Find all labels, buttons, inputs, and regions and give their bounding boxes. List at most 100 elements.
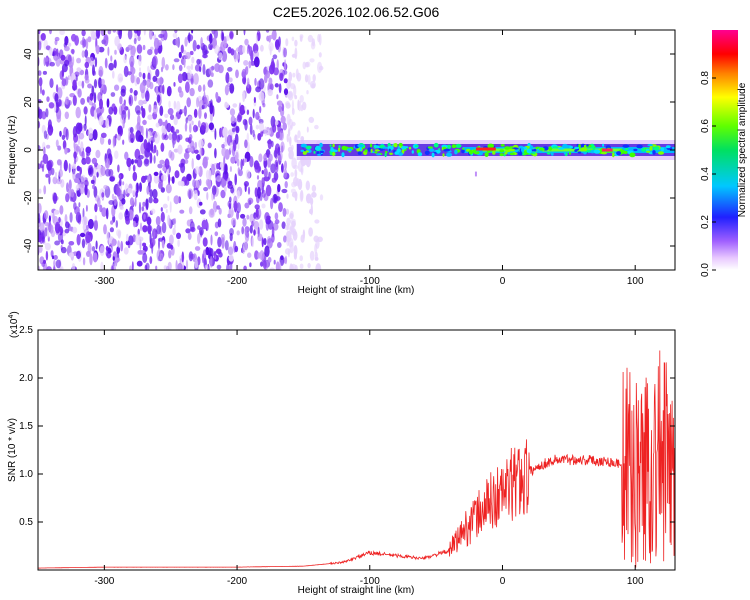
signal-speckle	[374, 149, 381, 152]
noise-speckle	[123, 55, 128, 64]
noise-speckle	[129, 87, 133, 94]
noise-speckle	[191, 158, 194, 170]
noise-speckle	[230, 186, 235, 194]
noise-speckle	[38, 234, 43, 243]
signal-speckle	[550, 151, 554, 156]
noise-speckle	[267, 138, 272, 150]
noise-speckle	[54, 101, 57, 113]
noise-speckle	[194, 246, 201, 251]
noise-speckle	[218, 52, 223, 60]
snr-panel: -300 -200 -100 0 100 0.5 1.0 1.5 2.0 2.5 (x104) H…	[7, 311, 676, 596]
noise-speckle	[168, 173, 171, 185]
noise-speckle	[249, 262, 252, 268]
noise-speckle	[186, 97, 191, 108]
noise-speckle	[94, 215, 98, 221]
noise-speckle	[87, 218, 94, 230]
noise-speckle	[154, 229, 158, 239]
noise-speckle	[48, 175, 51, 185]
snr-ylabel: SNR (10 * v/v)	[7, 418, 18, 482]
noise-speckle	[230, 48, 235, 56]
noise-speckle	[229, 232, 233, 242]
noise-speckle	[116, 246, 121, 254]
noise-speckle	[277, 183, 281, 193]
noise-speckle	[101, 207, 107, 218]
noise-speckle	[248, 60, 252, 69]
signal-speckle	[374, 151, 378, 154]
noise-speckle	[210, 208, 214, 216]
noise-speckle	[81, 30, 86, 37]
noise-speckle	[289, 137, 292, 147]
noise-speckle	[141, 175, 146, 183]
noise-speckle	[216, 264, 222, 270]
noise-speckle	[180, 44, 184, 54]
noise-speckle	[190, 63, 194, 71]
noise-speckle	[168, 249, 172, 259]
noise-speckle	[248, 116, 253, 126]
noise-speckle	[115, 220, 119, 228]
noise-speckle	[177, 239, 180, 248]
signal-speckle	[574, 149, 578, 152]
signal-speckle	[338, 145, 341, 149]
noise-speckle	[152, 188, 158, 199]
noise-speckle	[108, 106, 114, 115]
noise-speckle	[253, 96, 256, 104]
noise-speckle	[205, 169, 210, 180]
noise-speckle	[311, 83, 316, 89]
noise-speckle	[270, 163, 276, 174]
signal-speckle	[647, 144, 653, 147]
spectrogram-xtick-label: -100	[360, 276, 380, 287]
noise-speckle	[214, 148, 217, 159]
noise-speckle	[75, 184, 80, 191]
noise-speckle	[78, 132, 85, 140]
noise-speckle	[299, 263, 304, 269]
noise-speckle	[173, 223, 176, 230]
signal-speckle	[373, 145, 380, 148]
signal-speckle	[364, 149, 368, 153]
noise-speckle	[85, 38, 89, 50]
noise-speckle	[95, 149, 101, 159]
noise-speckle	[73, 140, 76, 149]
noise-speckle	[72, 126, 78, 138]
signal-speckle	[546, 152, 551, 155]
noise-speckle	[202, 64, 206, 75]
noise-speckle	[96, 164, 101, 173]
spectrogram-ytick-label: -20	[23, 190, 34, 205]
noise-speckle	[300, 234, 305, 243]
signal-speckle	[569, 146, 574, 149]
noise-speckle	[244, 202, 250, 209]
noise-speckle	[230, 115, 236, 124]
signal-speckle	[589, 143, 595, 149]
noise-speckle	[277, 146, 281, 156]
noise-speckle	[90, 179, 95, 184]
noise-speckle	[173, 58, 180, 63]
noise-speckle	[243, 240, 248, 252]
noise-speckle	[202, 249, 207, 260]
snr-scale-base: (x10	[9, 318, 20, 338]
noise-speckle	[74, 157, 77, 165]
noise-speckle	[240, 213, 246, 219]
noise-speckle	[209, 102, 214, 115]
signal-speckle	[616, 151, 622, 156]
noise-speckle	[254, 187, 258, 198]
noise-speckle	[259, 106, 262, 114]
noise-speckle	[215, 91, 219, 100]
noise-speckle	[137, 35, 141, 42]
noise-speckle	[146, 224, 153, 233]
noise-speckle	[243, 181, 249, 187]
noise-speckle	[307, 34, 314, 43]
noise-speckle	[183, 151, 190, 160]
noise-speckle	[153, 171, 159, 176]
noise-speckle	[229, 196, 232, 203]
noise-speckle	[229, 166, 232, 172]
noise-speckle	[43, 259, 46, 264]
noise-speckle	[192, 39, 197, 52]
noise-speckle	[300, 168, 303, 173]
signal-speckle	[341, 152, 345, 158]
signal-speckle	[329, 144, 332, 147]
noise-speckle	[258, 153, 263, 163]
noise-speckle	[280, 115, 286, 124]
signal-speckle	[593, 149, 601, 154]
noise-speckle	[208, 43, 213, 51]
noise-speckle	[149, 81, 154, 90]
noise-speckle	[56, 48, 59, 57]
